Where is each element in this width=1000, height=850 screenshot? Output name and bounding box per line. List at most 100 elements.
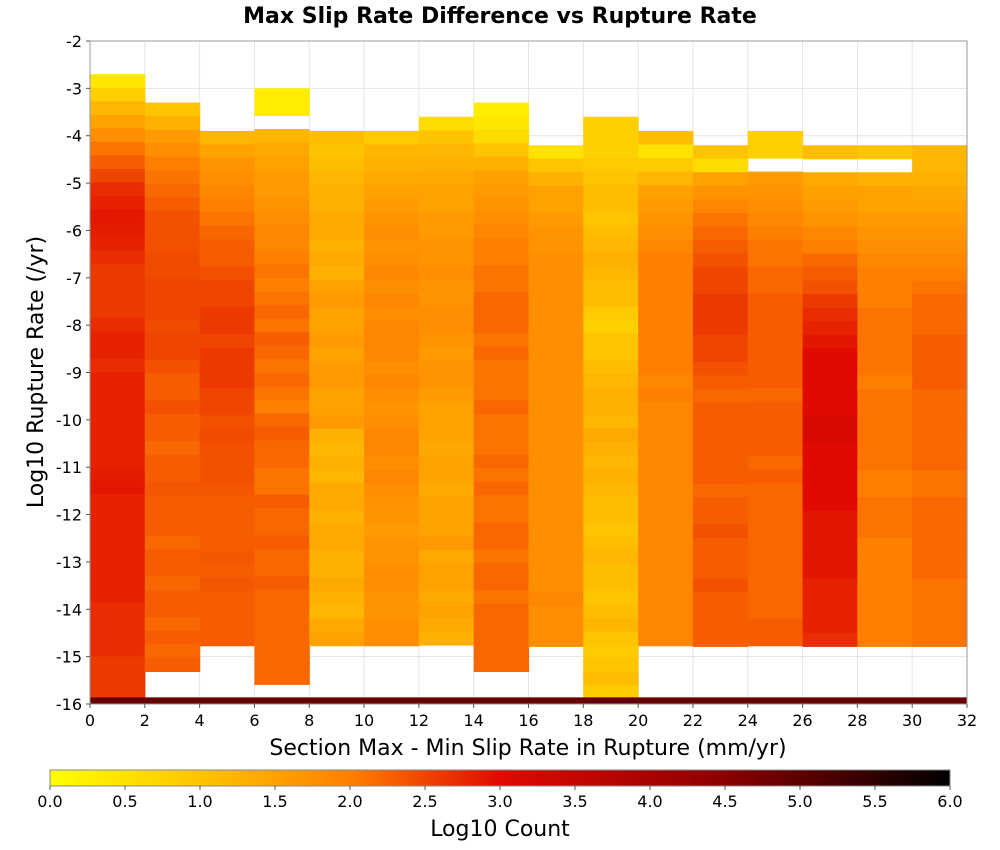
heatmap-cell (144, 427, 201, 442)
heatmap-cell (528, 537, 584, 553)
heatmap-cell (528, 348, 584, 363)
heatmap-cell (473, 292, 530, 307)
heatmap-cell (912, 429, 968, 444)
heatmap-cell (418, 536, 475, 551)
heatmap-cell (912, 416, 968, 431)
heatmap-cell (583, 225, 639, 240)
heatmap-cell (857, 388, 913, 404)
heatmap-cell (364, 212, 420, 227)
x-tick-label: 24 (738, 711, 758, 730)
heatmap-cell (254, 372, 310, 387)
heatmap-cell (309, 320, 365, 335)
heatmap-cell (90, 670, 146, 685)
heatmap-cell (473, 495, 530, 510)
heatmap-cell (912, 267, 968, 282)
heatmap-cell (857, 416, 913, 431)
heatmap-cell (199, 496, 256, 511)
heatmap-cell (90, 575, 146, 590)
heatmap-cell (199, 158, 256, 173)
colorbar-tick-label: 0.0 (37, 792, 62, 811)
heatmap-cell (912, 185, 968, 200)
heatmap-cell (254, 603, 310, 618)
heatmap-cell (309, 130, 365, 146)
heatmap-cell (747, 144, 804, 159)
heatmap-cell (747, 428, 804, 444)
heatmap-cell (912, 537, 968, 553)
x-tick-label: 16 (518, 711, 538, 730)
heatmap-cell (528, 456, 584, 471)
heatmap-cell (144, 590, 201, 605)
heatmap-cell (364, 564, 420, 579)
heatmap-cell (692, 145, 749, 160)
heatmap-cell (747, 185, 804, 200)
heatmap-cell (473, 251, 530, 266)
heatmap-cell (364, 239, 420, 254)
heatmap-cell (144, 319, 201, 334)
heatmap-cell (638, 185, 694, 200)
heatmap-cell (912, 307, 968, 322)
heatmap-cell (254, 670, 310, 685)
heatmap-cell (583, 292, 639, 307)
heatmap-cell (199, 212, 256, 227)
heatmap-cell (638, 550, 694, 565)
heatmap-cell (692, 280, 749, 295)
heatmap-cell (747, 347, 804, 362)
heatmap-cell (144, 129, 201, 144)
colorbar-label: Log10 Count (430, 817, 570, 842)
heatmap-cell (254, 169, 310, 184)
heatmap-cell (857, 429, 913, 444)
heatmap-cell (309, 564, 365, 579)
heatmap-cell (583, 441, 639, 456)
heatmap-cell (144, 522, 201, 537)
heatmap-cell (364, 158, 420, 173)
heatmap-cell (144, 657, 201, 673)
heatmap-cell (638, 483, 694, 498)
colorbar-tick-label: 4.0 (637, 792, 662, 811)
heatmap-cell (199, 130, 256, 146)
heatmap-cell (857, 361, 913, 377)
heatmap-cell (692, 551, 749, 566)
heatmap-cell (802, 483, 858, 498)
heatmap-cell (254, 630, 310, 645)
heatmap-cell (583, 577, 639, 592)
heatmap-cell (747, 239, 804, 254)
heatmap-cell (90, 643, 146, 658)
x-tick-label: 32 (957, 711, 977, 730)
heatmap-cell (90, 372, 146, 387)
heatmap-cell (638, 212, 694, 227)
heatmap-cell (473, 319, 530, 334)
y-tick-label: -6 (66, 221, 82, 240)
heatmap-cell (309, 605, 365, 620)
heatmap-cell (144, 563, 201, 578)
heatmap-cell (364, 605, 420, 620)
heatmap-cell (90, 74, 146, 89)
heatmap-cell (199, 591, 256, 606)
heatmap-cell (254, 264, 310, 279)
heatmap-cell (692, 348, 749, 363)
heatmap-cell (473, 617, 530, 632)
heatmap-cell (857, 565, 913, 580)
heatmap-cell (418, 333, 475, 348)
heatmap-cell (309, 456, 365, 471)
heatmap-cell (692, 429, 749, 444)
colorbar-tick-label: 3.0 (487, 792, 512, 811)
heatmap-cell (528, 443, 584, 458)
heatmap-cell (747, 415, 804, 430)
heatmap-cell (309, 334, 365, 349)
heatmap-cell (583, 279, 639, 294)
heatmap-cell (912, 158, 968, 173)
heatmap-cell (418, 157, 475, 172)
heatmap-cell (309, 293, 365, 308)
heatmap-cell (912, 565, 968, 580)
heatmap-cell (583, 414, 639, 429)
heatmap-cell (309, 374, 365, 389)
heatmap-cell (418, 347, 475, 362)
heatmap-cell (802, 212, 858, 228)
heatmap-cell (583, 455, 639, 470)
heatmap-cell (692, 361, 749, 377)
heatmap-cell (254, 562, 310, 577)
heatmap-cell (364, 442, 420, 457)
heatmap-cell (144, 265, 201, 280)
heatmap-cell (692, 483, 749, 498)
heatmap-cell (857, 443, 913, 458)
